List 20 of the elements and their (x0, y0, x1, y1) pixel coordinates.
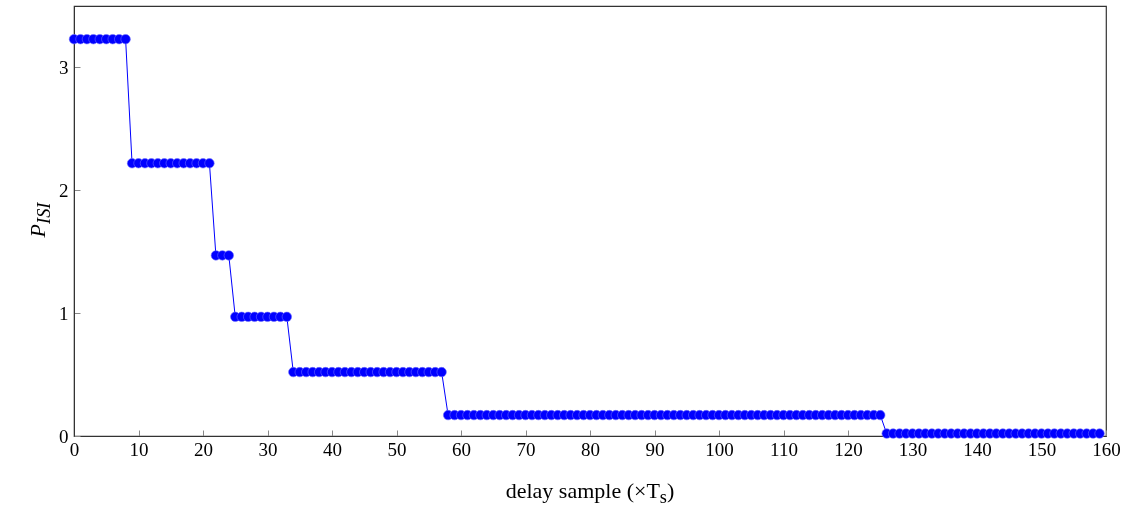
x-tick-label: 40 (323, 438, 342, 460)
y-tick-label: 3 (59, 56, 69, 78)
x-tick-label: 20 (194, 438, 213, 460)
x-tick-label: 90 (645, 438, 665, 460)
x-tick-label: 60 (452, 438, 471, 460)
x-tick-label: 70 (516, 438, 536, 460)
x-tick-label: 150 (1027, 438, 1057, 460)
x-tick-label: 120 (834, 438, 863, 460)
x-tick-label: 110 (770, 438, 798, 460)
x-tick-label: 160 (1092, 438, 1121, 460)
x-tick-label: 50 (387, 438, 407, 460)
x-tick-label: 80 (581, 438, 600, 460)
x-tick-label: 140 (963, 438, 992, 460)
x-tick-label: 10 (129, 438, 149, 460)
y-tick-label: 1 (59, 302, 69, 324)
y-tick-label: 2 (59, 179, 69, 201)
x-tick-label: 30 (258, 438, 278, 460)
x-tick-label: 100 (705, 438, 734, 460)
x-axis-title: delay sample (×T$_{s}$) (505, 478, 675, 509)
x-tick-label: 130 (898, 438, 928, 460)
